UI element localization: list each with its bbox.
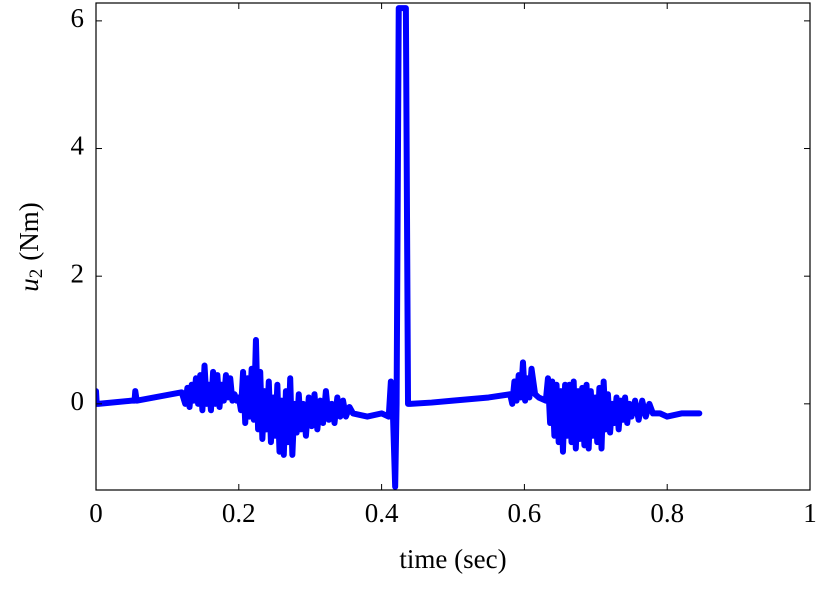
x-tick-label: 0.4 [365, 498, 399, 528]
x-tick-label: 0.2 [222, 498, 256, 528]
x-tick-label: 0.8 [650, 498, 684, 528]
y-label-unit: (Nm) [14, 202, 44, 260]
y-axis-label: u2 (Nm) [14, 202, 47, 291]
data-line [96, 5, 703, 490]
y-label-symbol: u [14, 278, 44, 292]
y-tick-label: 6 [71, 3, 85, 33]
x-tick-label: 0 [89, 498, 103, 528]
y-tick-label: 4 [71, 131, 85, 161]
x-axis-label: time (sec) [399, 544, 506, 574]
x-tick-label: 1 [803, 498, 817, 528]
x-tick-label: 0.6 [508, 498, 542, 528]
y-tick-label: 2 [71, 258, 85, 288]
plot-frame [95, 2, 811, 491]
y-tick-label: 0 [71, 386, 85, 416]
y-label-subscript: 2 [26, 269, 47, 279]
